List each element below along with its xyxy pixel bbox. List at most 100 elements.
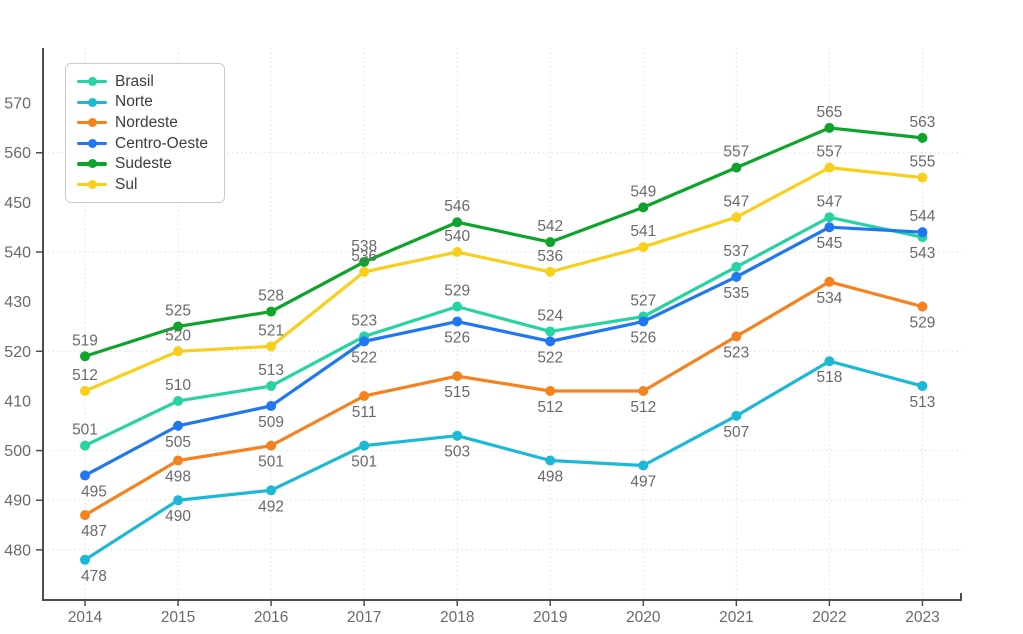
data-point: [266, 400, 277, 411]
data-label-centro-oeste-2017: 522: [351, 349, 377, 366]
data-point: [80, 554, 90, 565]
data-label-norte-2019: 498: [537, 469, 563, 486]
data-point: [824, 162, 835, 173]
data-point: [452, 316, 463, 327]
data-point: [359, 336, 370, 347]
data-point: [359, 390, 370, 401]
data-label-centro-oeste-2020: 526: [630, 330, 656, 347]
legend-item-sul: Sul: [77, 175, 224, 193]
data-point: [266, 485, 277, 496]
legend-marker-icon: [77, 77, 107, 87]
data-point: [638, 386, 649, 397]
data-label-sudeste-2014: 519: [72, 332, 98, 349]
data-point: [452, 217, 463, 228]
data-label-nordeste-2022: 534: [816, 290, 842, 307]
data-label-brasil-2018: 529: [444, 283, 470, 300]
data-point: [917, 301, 928, 312]
data-point: [80, 510, 90, 521]
data-point: [80, 386, 90, 397]
data-label-nordeste-2019: 512: [537, 399, 563, 416]
data-point: [917, 132, 928, 143]
data-label-brasil-2023: 543: [910, 245, 936, 262]
x-axis-label: 2017: [347, 609, 381, 626]
data-label-nordeste-2014: 487: [81, 523, 107, 540]
y-axis-label: 430: [4, 294, 31, 311]
data-point: [824, 212, 835, 223]
data-label-sudeste-2017: 538: [351, 238, 377, 255]
legend-marker-icon: [77, 138, 107, 148]
data-label-sudeste-2019: 542: [537, 218, 563, 235]
data-point: [638, 202, 649, 213]
data-point: [452, 247, 463, 258]
data-point: [173, 321, 184, 332]
data-label-nordeste-2018: 515: [444, 384, 470, 401]
data-label-norte-2020: 497: [630, 473, 656, 490]
data-label-nordeste-2023: 529: [910, 315, 936, 332]
data-label-sul-2019: 536: [537, 248, 563, 265]
y-axis-label: 500: [4, 443, 31, 460]
series-sudeste: [80, 122, 928, 362]
data-label-brasil-2019: 524: [537, 307, 563, 324]
x-axis-label: 2022: [812, 609, 846, 626]
legend-marker-icon: [77, 159, 107, 169]
data-point: [452, 430, 463, 441]
data-point: [173, 495, 184, 506]
x-axis-label: 2015: [161, 609, 195, 626]
legend-item-norte: Norte: [77, 93, 224, 111]
legend-label: Nordeste: [115, 113, 178, 131]
data-point: [824, 122, 835, 133]
data-point: [545, 326, 556, 337]
x-axis-label: 2020: [626, 609, 661, 626]
data-label-brasil-2022: 547: [816, 193, 842, 210]
data-point: [638, 460, 649, 471]
data-point: [731, 331, 742, 342]
data-label-sul-2017: 536: [351, 248, 377, 265]
series-nordeste: [80, 276, 928, 521]
data-label-sudeste-2015: 525: [165, 302, 191, 319]
series-centro-oeste: [80, 222, 928, 481]
data-point: [266, 440, 277, 451]
data-label-brasil-2016: 513: [258, 362, 284, 379]
data-point: [731, 261, 742, 272]
series-line: [83, 225, 925, 478]
axes: [36, 48, 962, 606]
data-label-nordeste-2016: 501: [258, 454, 284, 471]
y-axis-label: 490: [4, 493, 31, 510]
data-label-norte-2018: 503: [444, 444, 470, 461]
y-axis-label: 570: [4, 96, 31, 113]
data-label-sul-2016: 521: [258, 322, 284, 339]
legend-label: Brasil: [115, 72, 154, 90]
x-axis-label: 2016: [254, 609, 288, 626]
data-label-sudeste-2022: 565: [816, 104, 842, 121]
data-label-brasil-2015: 510: [165, 377, 191, 394]
data-point: [266, 381, 277, 392]
series-line: [83, 166, 925, 393]
data-label-sudeste-2016: 528: [258, 288, 284, 305]
y-axis-label: 540: [4, 245, 31, 262]
data-point: [731, 212, 742, 223]
legend-label: Centro-Oeste: [115, 134, 209, 152]
x-axis-label: 2014: [68, 609, 103, 626]
data-point: [731, 271, 742, 282]
legend-item-brasil: Brasil: [77, 73, 224, 91]
legend-marker-icon: [77, 179, 107, 189]
data-label-sudeste-2023: 563: [910, 114, 936, 131]
data-label-sul-2018: 540: [444, 228, 470, 245]
data-label-centro-oeste-2016: 509: [258, 414, 284, 431]
data-point: [173, 420, 184, 431]
data-label-centro-oeste-2019: 522: [537, 349, 563, 366]
legend-label: Norte: [115, 93, 153, 111]
data-label-norte-2022: 518: [816, 369, 842, 386]
data-point: [545, 336, 556, 347]
data-label-norte-2021: 507: [723, 424, 749, 441]
series-norte: [80, 356, 928, 565]
gridlines: [43, 48, 962, 600]
legend-label: Sul: [115, 175, 138, 193]
data-label-sul-2015: 520: [165, 327, 191, 344]
data-point: [731, 162, 742, 173]
data-label-brasil-2020: 527: [630, 293, 656, 310]
data-point: [545, 386, 556, 397]
y-axis-label: 520: [4, 344, 31, 361]
data-point: [545, 455, 556, 466]
data-label-nordeste-2020: 512: [630, 399, 656, 416]
